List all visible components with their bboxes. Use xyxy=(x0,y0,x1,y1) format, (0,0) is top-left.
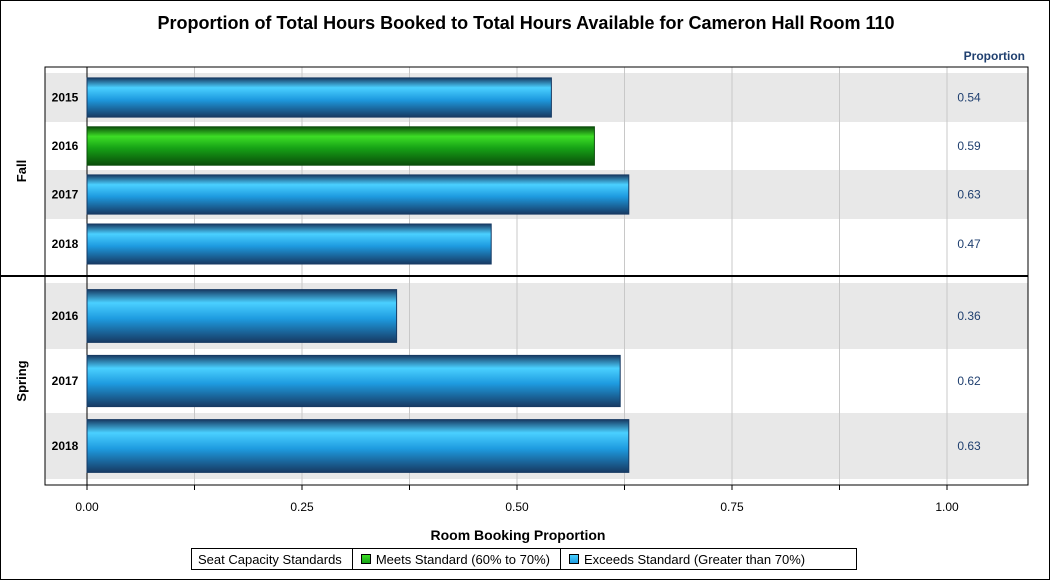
category-label: 2016 xyxy=(52,139,79,153)
category-label: 2016 xyxy=(52,309,79,323)
value-label: 0.63 xyxy=(957,188,981,202)
value-label: 0.63 xyxy=(957,439,981,453)
value-label: 0.36 xyxy=(957,309,981,323)
value-label: 0.54 xyxy=(957,91,981,105)
legend-swatch-meets xyxy=(360,554,371,564)
category-label: 2015 xyxy=(52,91,79,105)
chart-title: Proportion of Total Hours Booked to Tota… xyxy=(157,13,894,33)
legend-item-meets: Meets Standard (60% to 70%) xyxy=(360,551,560,567)
category-label: 2018 xyxy=(52,439,79,453)
category-label: 2017 xyxy=(52,374,79,388)
bar-spring-2018 xyxy=(86,419,630,473)
x-tick-label: 0.50 xyxy=(505,500,529,514)
x-tick-label: 0.75 xyxy=(720,500,744,514)
legend-label-meets: Meets Standard (60% to 70%) xyxy=(375,551,550,567)
x-tick-label: 0.25 xyxy=(290,500,314,514)
plot-area: 0.00 0.25 0.50 0.75 1.00 2015 0.54 2016 0.59 2017… xyxy=(1,66,1029,514)
category-label: 2018 xyxy=(52,237,79,251)
bar-fall-2016 xyxy=(86,126,595,166)
legend-divider xyxy=(351,549,353,569)
x-axis-label: Room Booking Proportion xyxy=(431,527,606,543)
group-label-fall: Fall xyxy=(14,160,29,182)
legend-title: Seat Capacity Standards xyxy=(198,551,342,567)
bar-spring-2017 xyxy=(86,354,621,408)
legend-divider xyxy=(559,549,561,569)
legend-item-exceeds: Exceeds Standard (Greater than 70%) xyxy=(568,551,815,567)
legend: Seat Capacity Standards Meets Standard (… xyxy=(191,548,857,570)
group-label-spring: Spring xyxy=(14,360,29,401)
value-label: 0.47 xyxy=(957,237,981,251)
bar-fall-2017 xyxy=(86,174,630,215)
category-label: 2017 xyxy=(52,188,79,202)
legend-label-exceeds: Exceeds Standard (Greater than 70%) xyxy=(583,551,806,567)
legend-swatch-exceeds xyxy=(568,554,579,564)
x-tick-label: 1.00 xyxy=(935,500,959,514)
value-label: 0.59 xyxy=(957,139,981,153)
bar-fall-2018 xyxy=(86,223,492,265)
bar-spring-2016 xyxy=(86,289,398,343)
x-tick-label: 0.00 xyxy=(75,500,99,514)
bar-fall-2015 xyxy=(86,77,552,118)
proportion-column-header: Proportion xyxy=(964,49,1025,63)
value-label: 0.62 xyxy=(957,374,981,388)
